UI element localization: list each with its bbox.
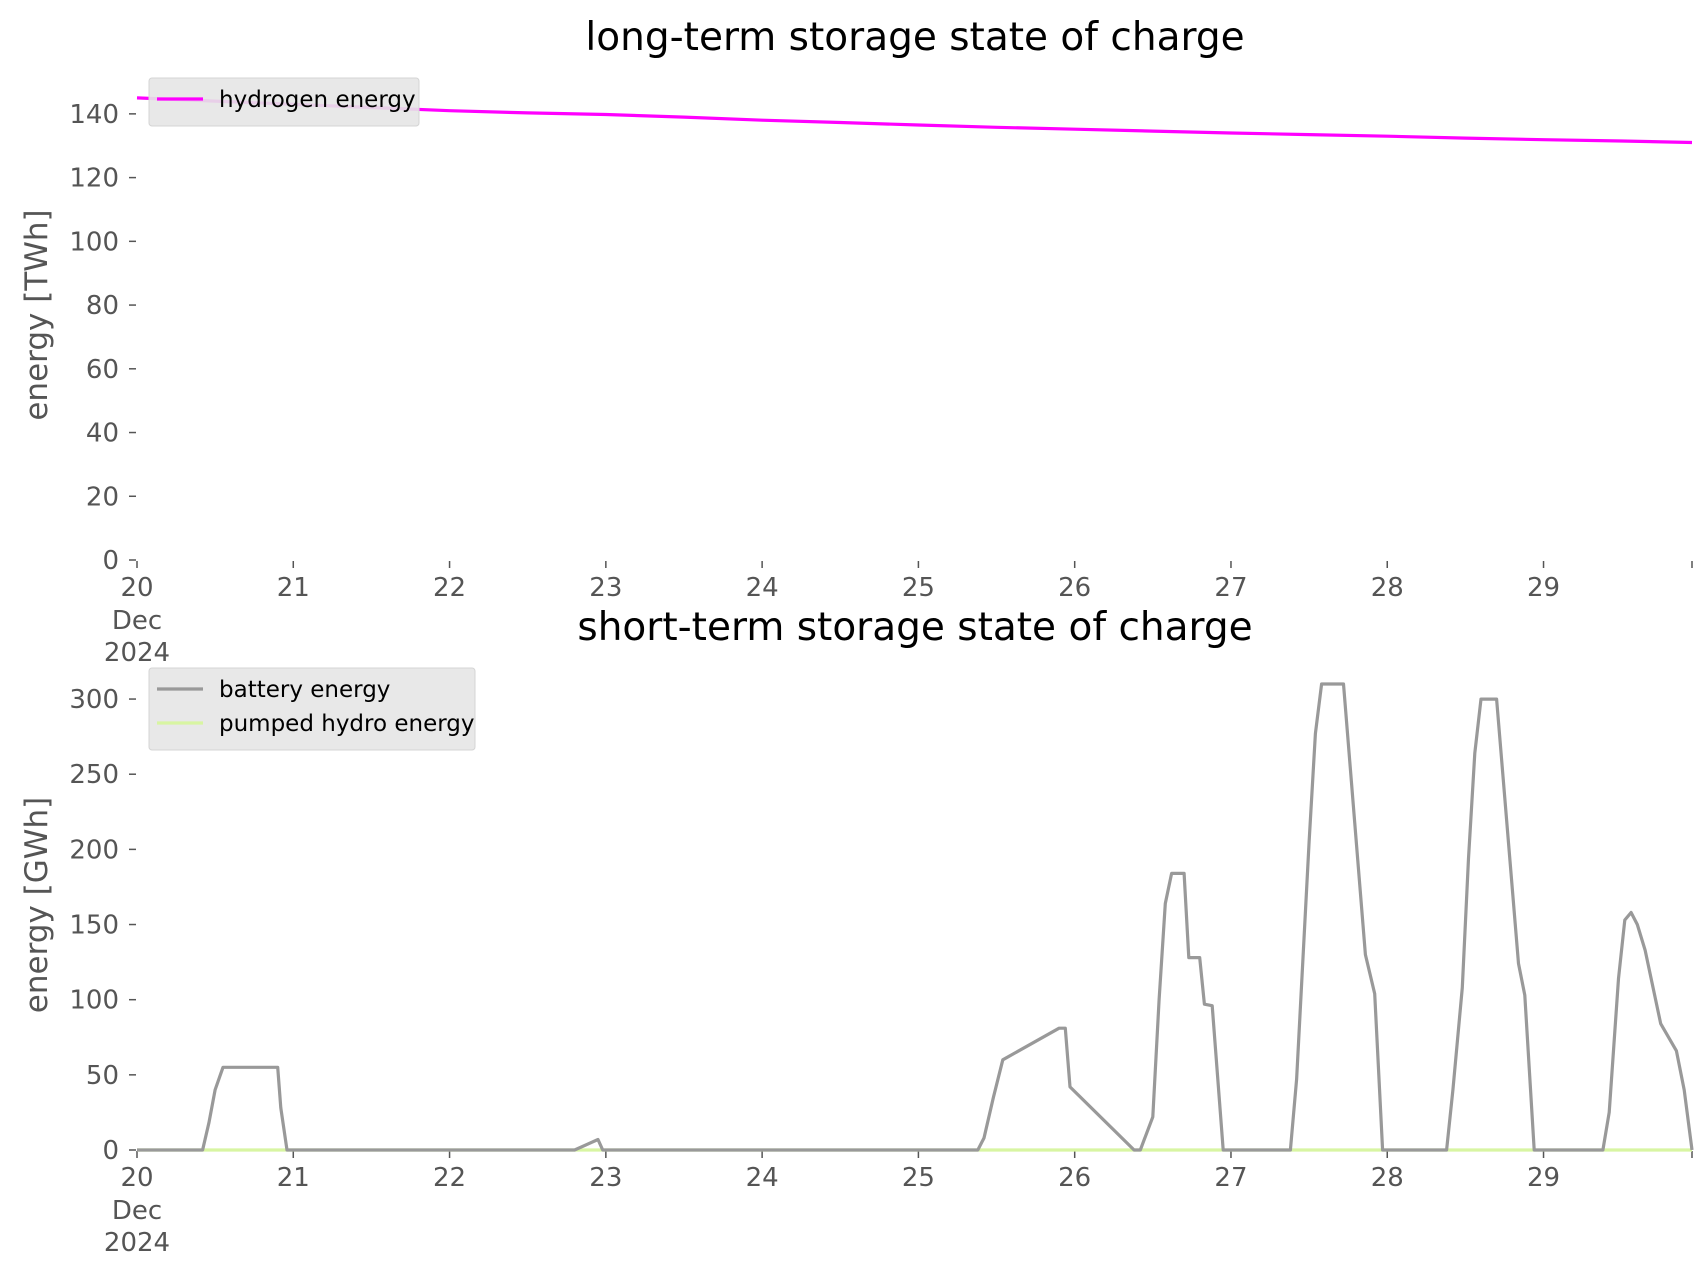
legend-box — [148, 667, 476, 751]
chart-title-long-term: long-term storage state of charge — [585, 15, 1244, 60]
y-tick-label: 50 — [86, 1061, 119, 1091]
y-tick-label: 120 — [69, 164, 119, 194]
x-tick-label: 26 — [1058, 573, 1091, 603]
x-tick-label: 23 — [589, 573, 622, 603]
chart-title-short-term: short-term storage state of charge — [577, 605, 1252, 650]
x-tick-label: 27 — [1214, 573, 1247, 603]
y-axis-label-long-term: energy [TWh] — [19, 209, 55, 420]
y-tick-label: 20 — [86, 482, 119, 512]
series-layer-short-term — [137, 682, 1694, 1152]
x-tick-label: 22 — [433, 1163, 466, 1193]
x-tick-label: 22 — [433, 573, 466, 603]
legend-box — [148, 77, 420, 127]
x-tick-label: 25 — [902, 1163, 935, 1193]
y-tick-label: 100 — [69, 227, 119, 257]
x-tick-label: 29 — [1527, 1163, 1560, 1193]
y-tick-label: 40 — [86, 419, 119, 449]
y-tick-label: 250 — [69, 760, 119, 790]
y-tick-label: 0 — [102, 1136, 119, 1166]
short-term-storage-panel: short-term storage state of charge energ… — [19, 605, 1694, 1258]
legend-label: battery energy — [219, 677, 390, 703]
y-tick-label: 300 — [69, 685, 119, 715]
legend-label: hydrogen energy — [219, 87, 416, 113]
series-line-battery-energy — [137, 682, 1694, 1152]
long-term-storage-panel: long-term storage state of charge energy… — [19, 15, 1693, 668]
y-tick-label: 100 — [69, 986, 119, 1016]
x-tick-label: 28 — [1371, 573, 1404, 603]
x-tick-label: 28 — [1371, 1163, 1404, 1193]
x-tick-label: 24 — [746, 1163, 779, 1193]
y-axis-label-short-term: energy [GWh] — [19, 797, 55, 1013]
x-tick-label: 25 — [902, 573, 935, 603]
x-tick-label: 24 — [746, 573, 779, 603]
x-tick-label: 26 — [1058, 1163, 1091, 1193]
x-tick-label: 27 — [1214, 1163, 1247, 1193]
x-tick-label: 23 — [589, 1163, 622, 1193]
y-tick-label: 80 — [86, 291, 119, 321]
x-tick-sublabel: 2024 — [104, 638, 170, 668]
y-tick-label: 150 — [69, 911, 119, 941]
x-tick-sublabel: 2024 — [104, 1228, 170, 1258]
x-tick-label: 20 — [120, 573, 153, 603]
legend-label: pumped hydro energy — [219, 711, 475, 737]
x-tick-label: 20 — [120, 1163, 153, 1193]
x-tick-label: 21 — [277, 573, 310, 603]
y-tick-label: 140 — [69, 100, 119, 130]
legend-long-term: hydrogen energy — [148, 77, 420, 127]
x-tick-label: 29 — [1527, 573, 1560, 603]
y-tick-label: 60 — [86, 355, 119, 385]
y-tick-label: 0 — [102, 546, 119, 576]
legend-short-term: battery energy pumped hydro energy — [148, 667, 476, 751]
y-tick-label: 200 — [69, 835, 119, 865]
x-tick-label: 21 — [277, 1163, 310, 1193]
x-tick-sublabel: Dec — [112, 606, 162, 636]
x-tick-sublabel: Dec — [112, 1196, 162, 1226]
